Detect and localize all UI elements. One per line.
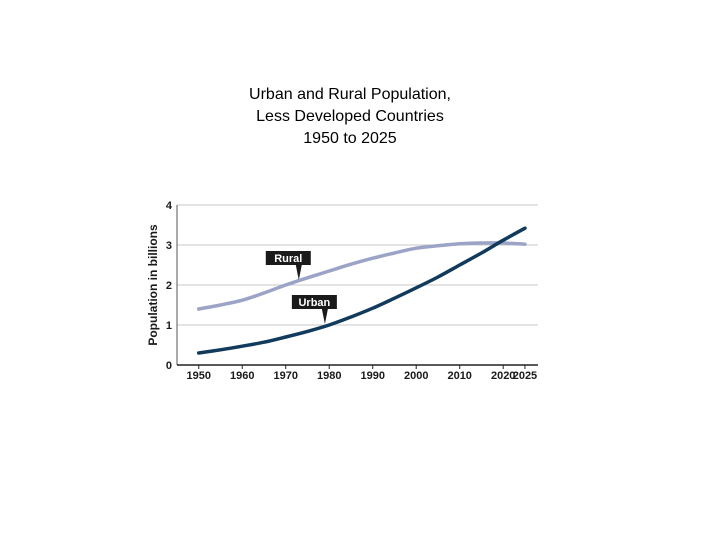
x-tick-label: 2000 [404,370,428,382]
urban-label-callout: Urban [291,295,337,324]
x-tick-label: 1990 [360,370,384,382]
x-tick-label: 2025 [513,370,537,382]
axes: 0 1 2 3 4 1950 1960 1970 1980 1990 2000 2010 2020202… [146,200,538,382]
urban-label-text: Urban [298,297,330,309]
y-tick-label: 4 [166,200,173,212]
series-labels: Rural Urban [265,251,337,324]
x-tick-label: 1950 [187,370,211,382]
y-tick-label: 3 [166,240,172,252]
rural-label-box [265,251,311,265]
rural-label-callout: Rural [265,251,311,280]
series [196,226,527,355]
y-tick-label: 1 [166,320,172,332]
x-tick-label: 1980 [317,370,341,382]
x-tick-label: 2010 [447,370,471,382]
urban-series-line [196,226,527,355]
urban-label-pointer [321,309,328,324]
chart-title-line-1: Urban and Rural Population, [249,86,451,103]
urban-label-box [291,295,337,309]
y-tick-label: 2 [166,280,172,292]
x-tick-label: 2020 [491,370,515,382]
grid [177,204,538,365]
rural-label-pointer [295,265,302,280]
rural-series-line [196,241,527,311]
x-tick-label: 1960 [230,370,254,382]
chart-title: Urban and Rural Population, Less Develop… [180,84,520,150]
rural-label-text: Rural [274,253,302,265]
y-axis-label: Population in billions [146,224,160,346]
chart-title-line-2: Less Developed Countries [256,108,444,125]
y-tick-label: 0 [166,360,172,372]
x-tick-label: 1970 [273,370,297,382]
chart-title-line-3: 1950 to 2025 [303,130,397,147]
